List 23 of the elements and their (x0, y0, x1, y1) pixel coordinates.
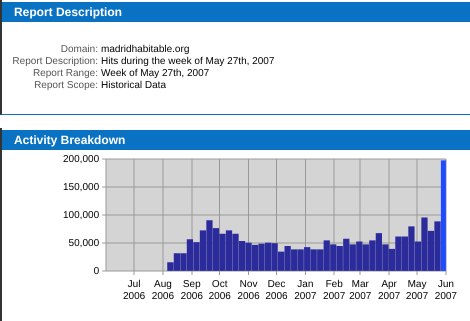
x-tick-label: Mar 2007 (349, 278, 372, 302)
x-tick-label: Nov 2006 (237, 278, 260, 302)
y-tick-label: 150,000 (62, 182, 100, 193)
text: Report Description: Hits during the week of May 27th, 2007 (11, 56, 274, 67)
x-tick-label: Oct 2006 (208, 278, 232, 302)
x-tick-label: Sep 2006 (180, 278, 204, 302)
x-tick-label: Jul 2006 (122, 278, 146, 302)
x-tick-label: Jun 2007 (434, 278, 458, 302)
x-tick-label: Apr 2007 (378, 278, 401, 302)
x-tick-label: Jan 2007 (294, 278, 317, 302)
x-tick-label: May 2007 (406, 278, 429, 302)
y-tick-label: 0 (94, 266, 100, 277)
chart-title: Activity Breakdown (0, 130, 470, 150)
y-tick-label: 50,000 (68, 238, 100, 249)
text: Report Description (0, 2, 470, 22)
x-tick-label: Dec 2006 (265, 278, 288, 302)
x-tick-label: Feb 2007 (323, 278, 346, 302)
y-tick-label: 100,000 (62, 210, 100, 221)
y-tick-label: 200,000 (62, 154, 100, 165)
text: Report Scope: Historical Data (33, 80, 166, 91)
text: Domain: madridhabitable.org (60, 44, 190, 55)
text: Report Range: Week of May 27th, 2007 (32, 68, 210, 79)
x-tick-label: Aug 2006 (152, 278, 174, 302)
